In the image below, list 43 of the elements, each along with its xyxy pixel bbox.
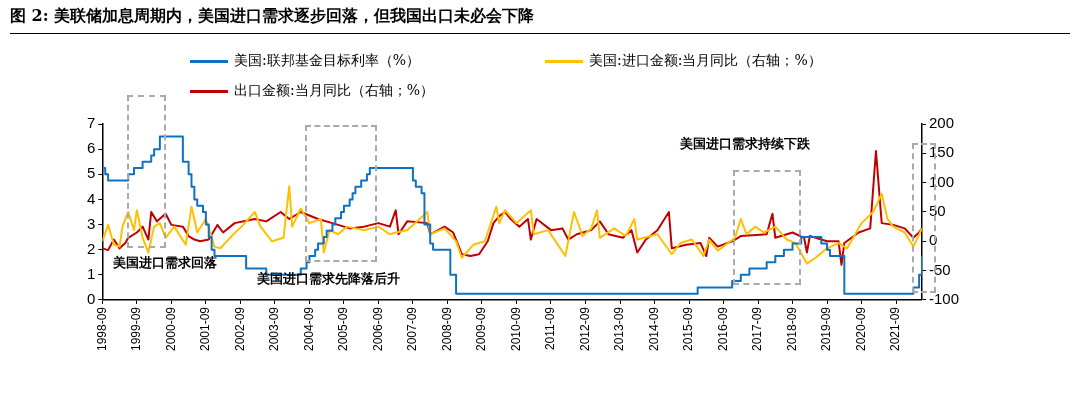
y-tick-label: 0 [87,290,96,308]
x-tick-label: 2021-09 [888,306,903,352]
x-tick-label: 2010-09 [508,306,523,352]
y2-tick-label: 100 [928,172,955,190]
x-tick-label: 2007-09 [405,306,420,352]
x-tick-label: 2009-09 [474,306,489,352]
y2-tick-label: -50 [928,260,951,278]
x-tick-label: 2017-09 [750,306,765,352]
y-tick-label: 2 [87,239,96,257]
y-tick-label: 1 [87,264,96,282]
y-tick-label: 7 [87,114,96,132]
legend-label: 出口金额:当月同比（右轴；%） [234,82,435,100]
y-tick-label: 3 [87,214,96,232]
x-tick-label: 2016-09 [715,306,730,352]
x-tick-label: 1999-09 [129,306,144,352]
y-tick-label: 5 [87,164,96,182]
x-tick-label: 2006-09 [370,306,385,352]
x-tick-label: 2018-09 [784,306,799,352]
y2-tick-label: 150 [928,143,955,161]
x-tick-label: 2011-09 [543,306,558,351]
x-tick-label: 2014-09 [646,306,661,352]
x-tick-label: 2002-09 [232,306,247,352]
annotation: 美国进口需求回落 [113,255,217,270]
x-tick-label: 2004-09 [301,306,316,352]
x-tick-label: 2013-09 [612,306,627,352]
y2-tick-label: -100 [928,290,960,308]
x-tick-label: 2015-09 [681,306,696,352]
y-tick-label: 6 [87,139,96,157]
annotation: 美国进口需求持续下跌 [680,136,810,151]
x-tick-label: 2005-09 [336,306,351,352]
x-tick-label: 2001-09 [198,306,213,352]
x-tick-label: 1998-09 [94,306,109,352]
x-tick-label: 2012-09 [577,306,592,352]
chart-title: 图 2: 美联储加息周期内，美国进口需求逐步回落，但我国出口未必会下降 [10,6,1070,34]
y-tick-label: 4 [87,189,96,207]
y2-tick-label: 200 [928,114,955,132]
x-tick-label: 2000-09 [163,306,178,352]
x-tick-label: 2008-09 [439,306,454,352]
legend-label: 美国:进口金额:当月同比（右轴；%） [589,52,822,70]
x-tick-label: 2019-09 [819,306,834,352]
x-tick-label: 2003-09 [267,306,282,352]
x-tick-label: 2020-09 [853,306,868,352]
legend-label: 美国:联邦基金目标利率（%） [234,52,421,70]
